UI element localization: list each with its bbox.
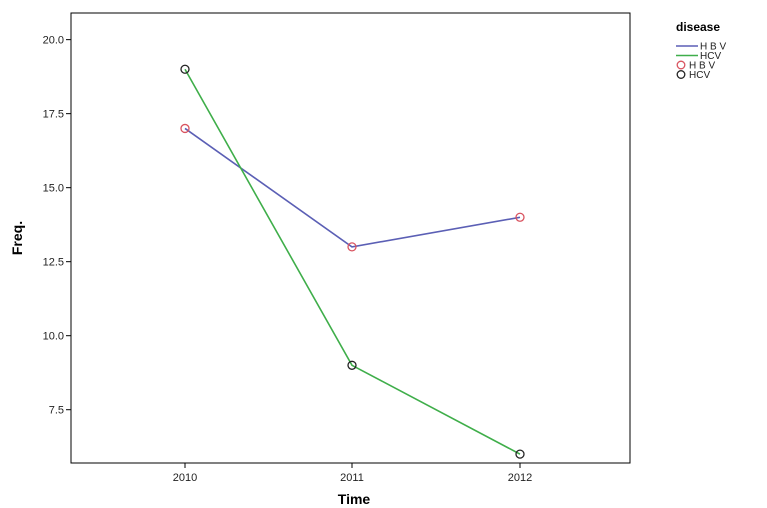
data-point-1 (180, 123, 190, 134)
y-axis: 7.5 10.0 12.5 15.0 17.5 20.0 (43, 35, 71, 417)
data-point-1 (347, 242, 357, 252)
legend-marker (676, 70, 686, 79)
y-tick-label: 17.5 (43, 109, 64, 121)
y-tick-label: 7.5 (49, 405, 64, 417)
x-axis-title: Time (338, 491, 371, 507)
y-axis-title: Freq. (9, 221, 25, 255)
y-tick-label: 12.5 (43, 257, 64, 269)
legend-label: HCV (689, 70, 710, 81)
y-tick-label: 20.0 (43, 35, 64, 47)
plot-area (70, 12, 631, 464)
series-line-2 (184, 68, 521, 455)
series-layer (180, 64, 525, 459)
data-point-2 (180, 64, 190, 74)
y-tick-label: 10.0 (43, 331, 64, 343)
legend-marker (676, 60, 686, 70)
legend-label: H B V (689, 61, 715, 72)
x-tick-label: 2012 (508, 472, 532, 484)
x-axis: 2010 2011 2012 (173, 463, 532, 484)
legend-title: disease (676, 20, 720, 34)
x-tick-label: 2011 (340, 472, 364, 484)
y-tick-label: 15.0 (43, 183, 64, 195)
x-tick-label: 2010 (173, 472, 197, 484)
legend-label: HCV (700, 51, 721, 62)
data-point-2 (515, 449, 525, 459)
data-point-1 (515, 212, 525, 222)
legend-label: H B V (700, 42, 726, 53)
data-point-2 (347, 360, 357, 370)
